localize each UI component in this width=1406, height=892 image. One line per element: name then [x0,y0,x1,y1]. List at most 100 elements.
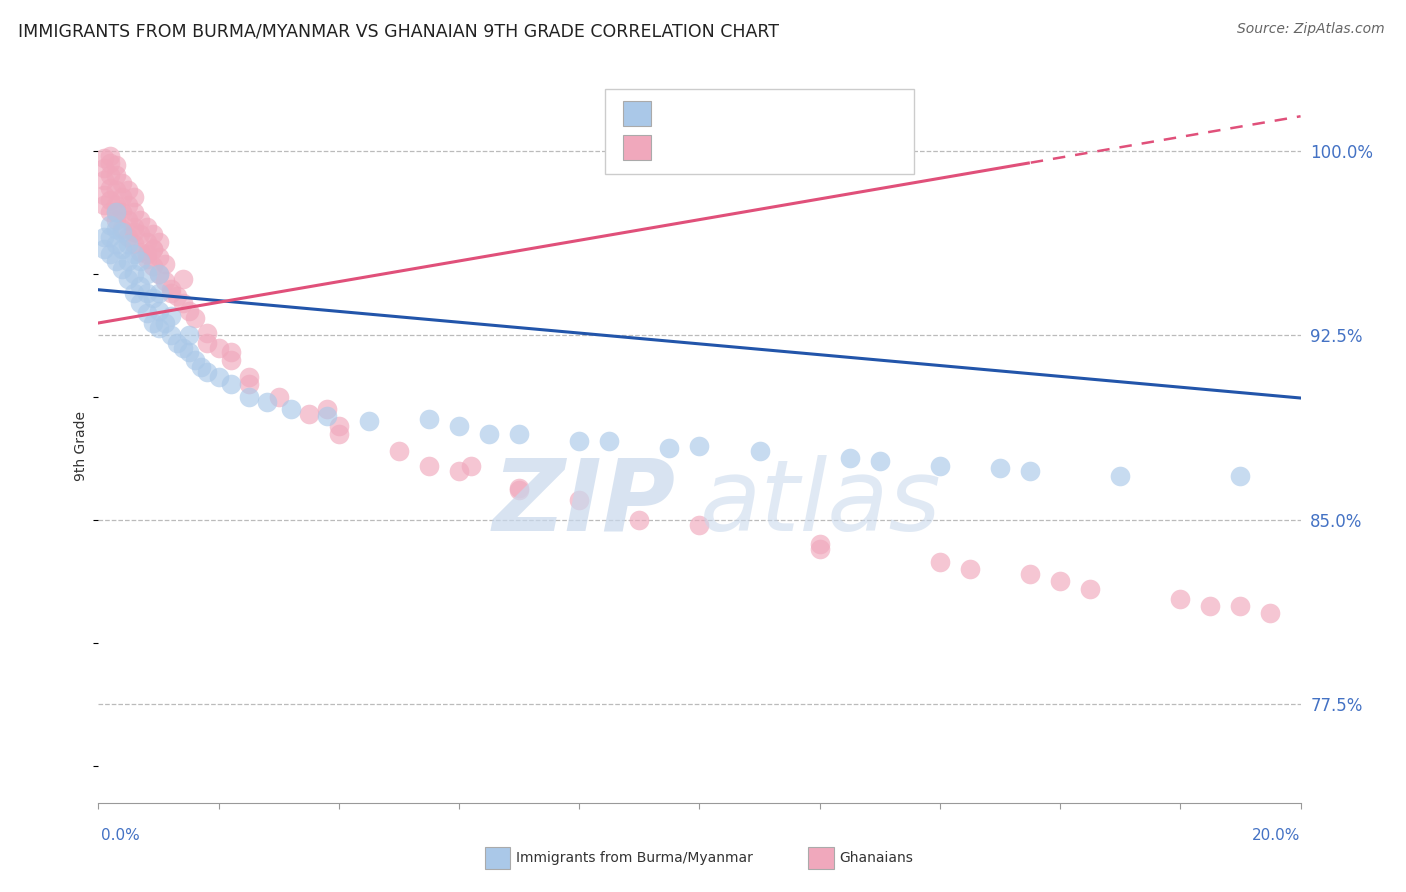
Point [93,151,115,165]
Point [117,254,139,268]
Text: ZIP: ZIP [492,455,675,551]
Point [135,247,157,261]
Point [1229,599,1251,613]
Point [315,402,337,417]
Point [172,296,194,310]
Point [1229,468,1251,483]
Point [568,493,591,508]
Point [148,286,170,301]
Point [141,227,163,242]
Point [388,444,411,458]
Point [1170,591,1192,606]
Point [135,306,157,320]
Point [117,271,139,285]
Point [93,242,115,256]
Point [124,237,146,252]
Text: atlas: atlas [700,455,941,551]
Point [100,247,122,261]
Point [105,205,128,219]
Point [105,222,128,236]
Point [280,402,302,417]
Text: R =: R = [659,106,695,120]
Point [298,407,321,421]
Point [141,291,163,305]
Text: 85: 85 [827,140,846,154]
Point [93,161,115,175]
Point [129,227,152,242]
Point [1109,468,1132,483]
Point [315,409,337,424]
Point [598,434,620,448]
Point [159,309,181,323]
Point [460,458,482,473]
Point [159,286,181,301]
Point [328,426,350,441]
Point [111,242,134,256]
Point [177,328,200,343]
Point [135,267,157,281]
Point [100,230,122,244]
Point [478,426,501,441]
Point [238,377,260,392]
Point [208,370,231,384]
Point [838,451,860,466]
Point [111,176,134,190]
Text: -0.081: -0.081 [707,106,759,120]
Point [689,439,711,453]
Point [105,183,128,197]
Point [100,205,122,219]
Point [111,222,134,236]
Text: 0.215: 0.215 [707,140,758,154]
Point [153,257,176,271]
Point [172,341,194,355]
Point [100,169,122,183]
Text: N =: N = [780,106,817,120]
Point [256,394,278,409]
Point [111,225,134,239]
Point [117,198,139,212]
Text: 0.0%: 0.0% [101,829,141,843]
Y-axis label: 9th Grade: 9th Grade [75,411,89,481]
Point [159,328,181,343]
Point [135,219,157,234]
Point [148,267,170,281]
Point [129,279,152,293]
Point [117,183,139,197]
Point [357,414,380,428]
Text: N =: N = [780,140,817,154]
Point [929,458,952,473]
Point [105,159,128,173]
Point [124,267,146,281]
Point [100,180,122,194]
Point [93,230,115,244]
Point [124,247,146,261]
Point [141,316,163,330]
Point [159,281,181,295]
Point [93,198,115,212]
Point [135,286,157,301]
Point [418,458,440,473]
Point [117,230,139,244]
Point [447,419,470,434]
Point [1260,607,1282,621]
Point [135,252,157,266]
Point [93,173,115,187]
Point [447,464,470,478]
Point [418,412,440,426]
Text: 20.0%: 20.0% [1253,829,1301,843]
Point [124,225,146,239]
Point [508,483,530,498]
Point [135,235,157,249]
Point [208,341,231,355]
Point [219,345,242,359]
Point [148,235,170,249]
Point [153,274,176,288]
Point [508,426,530,441]
Point [1019,566,1042,581]
Point [166,335,188,350]
Point [808,537,831,551]
Point [195,335,218,350]
Point [148,267,170,281]
Point [1199,599,1222,613]
Point [124,205,146,219]
